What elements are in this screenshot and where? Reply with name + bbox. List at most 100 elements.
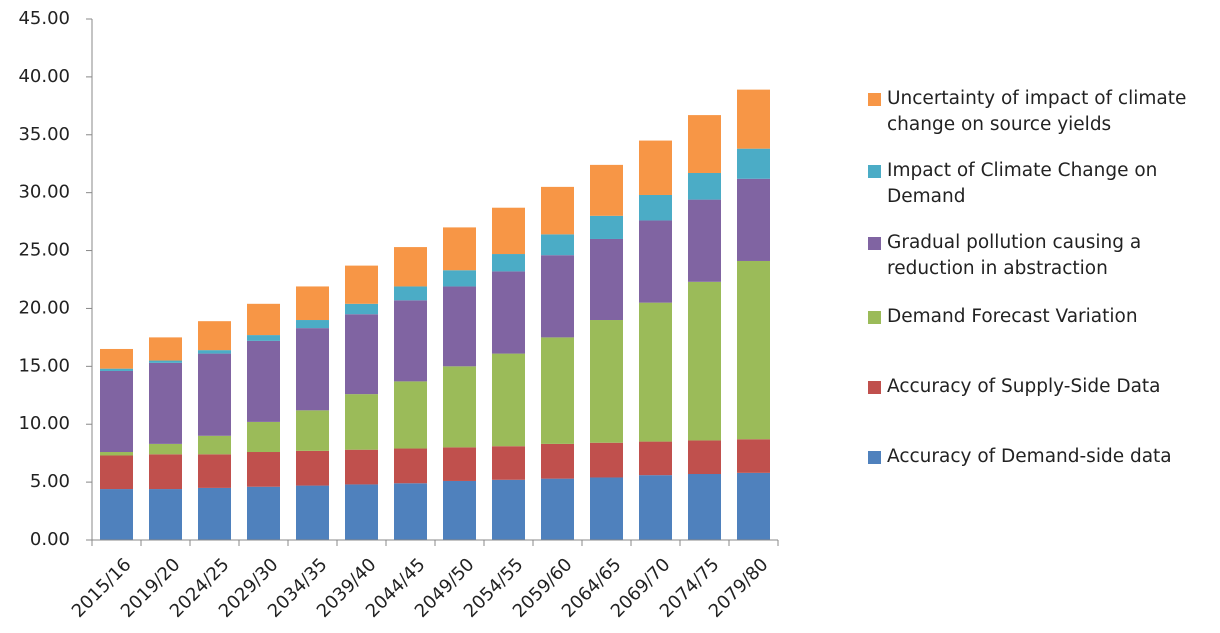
bar-segment [247, 335, 280, 341]
y-tick-label: 0.00 [30, 529, 70, 550]
bar-segment [541, 234, 574, 256]
bar-segment [737, 260, 770, 440]
bar-segment [688, 115, 721, 173]
bar-segment [247, 303, 280, 336]
bar-segment [737, 148, 770, 179]
bar-segment [492, 254, 525, 272]
legend-swatch [868, 237, 881, 250]
y-tick-label: 25.00 [18, 240, 70, 261]
bar-segment [639, 220, 672, 303]
bar-segment [688, 281, 721, 441]
bar-segment [688, 172, 721, 200]
bar-segment [590, 477, 623, 540]
bar-segment [149, 489, 182, 540]
bar-segment [198, 487, 231, 540]
y-tick-label: 35.00 [18, 124, 70, 145]
bar-segment [247, 421, 280, 453]
y-tick-label: 5.00 [30, 471, 70, 492]
bar-segment [198, 321, 231, 351]
legend-item: Accuracy of Supply-Side Data [868, 374, 1213, 400]
bar-segment [394, 300, 427, 382]
bar-segment [639, 302, 672, 442]
bar-segment [590, 215, 623, 239]
bar-segment [639, 441, 672, 476]
y-tick-label: 45.00 [18, 8, 70, 29]
bar-segment [296, 328, 329, 411]
legend-item: Demand Forecast Variation [868, 304, 1213, 330]
bar-segment [198, 435, 231, 455]
bar-segment [345, 303, 378, 315]
bar-segment [590, 320, 623, 443]
legend-swatch [868, 165, 881, 178]
bar-segment [149, 443, 182, 455]
bar-segment [247, 486, 280, 540]
y-tick-label: 10.00 [18, 413, 70, 434]
legend-label: Impact of Climate Change on Demand [887, 160, 1158, 207]
bar-segment [639, 475, 672, 540]
bar-segment [100, 455, 133, 490]
bar-segment [198, 353, 231, 436]
bar-segment [590, 238, 623, 321]
bar-segment [296, 286, 329, 321]
legend-item: Impact of Climate Change on Demand [868, 158, 1213, 210]
bar-segment [149, 360, 182, 363]
legend-swatch [868, 93, 881, 106]
y-tick-label: 15.00 [18, 355, 70, 376]
bar-segment [443, 480, 476, 540]
legend-label: Accuracy of Demand-side data [887, 446, 1172, 467]
bar-segment [492, 353, 525, 447]
legend-label: Demand Forecast Variation [887, 306, 1138, 327]
bar-segment [639, 140, 672, 195]
bar-segment [345, 449, 378, 485]
bar-segment [149, 454, 182, 490]
bar-segment [345, 484, 378, 540]
bar-segment [590, 164, 623, 216]
legend-swatch [868, 311, 881, 324]
bar-segment [247, 452, 280, 487]
bar-segment [149, 337, 182, 361]
bar-segment [100, 348, 133, 369]
bar-segment [149, 362, 182, 444]
bar-segment [443, 286, 476, 367]
bar-segment [198, 350, 231, 354]
bar-segment [443, 366, 476, 448]
bar-segment [247, 340, 280, 422]
bar-segment [737, 472, 770, 540]
bar-segment [100, 452, 133, 456]
bar-segment [296, 450, 329, 486]
bar-segment [394, 381, 427, 449]
bar-segment [639, 194, 672, 221]
bar-segment [737, 89, 770, 149]
legend-label: Accuracy of Supply-Side Data [887, 376, 1161, 397]
legend-swatch [868, 381, 881, 394]
bar-segment [541, 478, 574, 540]
legend-item: Accuracy of Demand-side data [868, 444, 1213, 470]
legend-label: Gradual pollution causing a reduction in… [887, 232, 1142, 279]
bar-segment [198, 454, 231, 488]
bar-segment [394, 247, 427, 287]
bar-segment [100, 368, 133, 371]
bar-segment [492, 479, 525, 540]
bar-segment [100, 489, 133, 540]
bar-segment [345, 314, 378, 395]
bar-segment [492, 271, 525, 354]
bar-segment [541, 255, 574, 338]
y-tick-label: 30.00 [18, 182, 70, 203]
legend-label: Uncertainty of impact of climate change … [887, 88, 1187, 135]
legend-item: Uncertainty of impact of climate change … [868, 86, 1213, 138]
bar-segment [737, 178, 770, 261]
bar-segment [394, 448, 427, 484]
bar-segment [296, 485, 329, 540]
bar-segment [590, 442, 623, 478]
bar-segment [394, 483, 427, 540]
bar-segment [737, 439, 770, 473]
bar-segment [100, 370, 133, 453]
bar-segment [345, 394, 378, 450]
y-tick-label: 20.00 [18, 297, 70, 318]
bar-segment [296, 320, 329, 329]
bar-segment [345, 265, 378, 304]
bar-segment [296, 410, 329, 451]
bar-segment [492, 446, 525, 480]
